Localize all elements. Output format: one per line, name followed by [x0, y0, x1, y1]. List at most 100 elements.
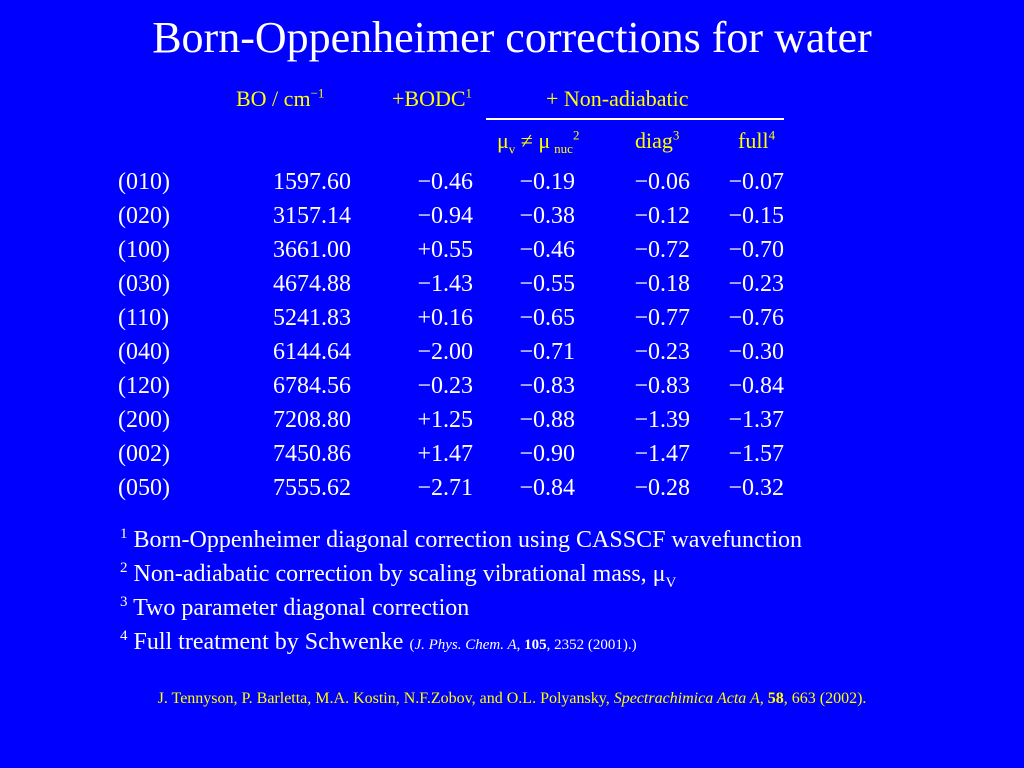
bodc-value: −0.23: [417, 373, 473, 399]
full-value: −1.37: [728, 407, 784, 433]
diag-value: −0.77: [634, 305, 690, 331]
bo-value: 5241.83: [273, 305, 351, 331]
mu-value: −0.19: [519, 169, 575, 195]
bo-value: 7208.80: [273, 407, 351, 433]
table-row: (020) 3157.14 −0.94 −0.38 −0.12 −0.15: [0, 199, 1024, 233]
diag-value: −0.12: [634, 203, 690, 229]
footnote-4-journal: J. Phys. Chem. A: [414, 637, 517, 653]
footnote-3: 3 Two parameter diagonal correction: [120, 595, 469, 622]
mu-value: −0.55: [519, 271, 575, 297]
table-row: (040) 6144.64 −2.00 −0.71 −0.23 −0.30: [0, 335, 1024, 369]
table-row: (110) 5241.83 +0.16 −0.65 −0.77 −0.76: [0, 301, 1024, 335]
table-row: (100) 3661.00 +0.55 −0.46 −0.72 −0.70: [0, 233, 1024, 267]
bodc-value: −1.43: [417, 271, 473, 297]
footnote-4-text: Full treatment by Schwenke: [127, 629, 410, 655]
citation-rest: , 663 (2002).: [783, 690, 867, 707]
mu-value: −0.90: [519, 441, 575, 467]
footnote-4-number: 4: [120, 628, 128, 644]
footnote-4-open: (: [409, 637, 415, 653]
table-row: (002) 7450.86 +1.47 −0.90 −1.47 −1.57: [0, 437, 1024, 471]
diag-value: −0.23: [634, 339, 690, 365]
diag-value: −0.83: [634, 373, 690, 399]
mu-value: −0.84: [519, 475, 575, 501]
diag-value: −1.39: [634, 407, 690, 433]
mu-value: −0.71: [519, 339, 575, 365]
mu-value: −0.38: [519, 203, 575, 229]
bodc-value: +1.25: [417, 407, 473, 433]
header-bodc: +BODC1: [392, 86, 472, 112]
footnote-4-volume: 105: [524, 637, 547, 653]
header-nonadiabatic: + Non-adiabatic: [546, 86, 689, 111]
full-value: −0.30: [728, 339, 784, 365]
footnote-1-text: Born-Oppenheimer diagonal correction usi…: [127, 527, 803, 553]
bodc-value: −0.94: [417, 203, 473, 229]
bodc-value: −2.00: [417, 339, 473, 365]
bo-value: 4674.88: [273, 271, 351, 297]
mu-value: −0.46: [519, 237, 575, 263]
mu-value: −0.88: [519, 407, 575, 433]
bodc-value: +1.47: [417, 441, 473, 467]
row-label: (040): [118, 339, 170, 365]
row-label: (050): [118, 475, 170, 501]
diag-value: −0.28: [634, 475, 690, 501]
citation-authors: J. Tennyson, P. Barletta, M.A. Kostin, N…: [157, 690, 614, 707]
header-bodc-sup: 1: [465, 85, 473, 101]
header-mu-neq: ≠ μ: [515, 128, 551, 153]
diag-value: −0.18: [634, 271, 690, 297]
header-mu-v-sub: v: [508, 141, 516, 157]
full-value: −0.76: [728, 305, 784, 331]
bodc-value: +0.16: [417, 305, 473, 331]
citation-journal: Spectrachimica Acta A,: [613, 690, 764, 707]
full-value: −0.32: [728, 475, 784, 501]
header-diag-sup: 3: [672, 127, 680, 143]
bo-value: 3157.14: [273, 203, 351, 229]
mu-value: −0.83: [519, 373, 575, 399]
header-bo-label: BO / cm: [236, 86, 311, 111]
table-row: (200) 7208.80 +1.25 −0.88 −1.39 −1.37: [0, 403, 1024, 437]
header-rule: [486, 118, 784, 120]
table-row: (030) 4674.88 −1.43 −0.55 −0.18 −0.23: [0, 267, 1024, 301]
footnote-4: 4 Full treatment by Schwenke (J. Phys. C…: [120, 629, 637, 656]
citation: J. Tennyson, P. Barletta, M.A. Kostin, N…: [0, 690, 1024, 708]
footnote-3-number: 3: [120, 594, 128, 610]
full-value: −0.70: [728, 237, 784, 263]
header-mu-nuc-sub: nuc: [554, 141, 573, 157]
full-value: −0.15: [728, 203, 784, 229]
table-row: (120) 6784.56 −0.23 −0.83 −0.83 −0.84: [0, 369, 1024, 403]
bodc-value: −0.46: [417, 169, 473, 195]
diag-value: −1.47: [634, 441, 690, 467]
footnote-2-text: Non-adiabatic correction by scaling vibr…: [127, 561, 653, 587]
header-full: full4: [738, 128, 775, 154]
header-bo: BO / cm−1: [236, 86, 324, 112]
table-row: (050) 7555.62 −2.71 −0.84 −0.28 −0.32: [0, 471, 1024, 505]
diag-value: −0.72: [634, 237, 690, 263]
footnote-4-comma: ,: [516, 637, 525, 653]
header-mu-v: μ: [497, 128, 509, 153]
row-label: (002): [118, 441, 170, 467]
row-label: (110): [118, 305, 170, 331]
header-diag-label: diag: [635, 128, 673, 153]
full-value: −1.57: [728, 441, 784, 467]
citation-volume: 58: [767, 690, 784, 707]
bodc-value: −2.71: [417, 475, 473, 501]
bo-value: 6144.64: [273, 339, 351, 365]
bo-value: 3661.00: [273, 237, 351, 263]
row-label: (020): [118, 203, 170, 229]
header-bodc-label: +BODC: [392, 86, 466, 111]
row-label: (120): [118, 373, 170, 399]
header-full-sup: 4: [768, 127, 776, 143]
footnote-4-rest: , 2352 (2001).): [546, 637, 637, 653]
footnote-1: 1 Born-Oppenheimer diagonal correction u…: [120, 527, 802, 554]
header-bo-sup: −1: [310, 85, 325, 101]
full-value: −0.07: [728, 169, 784, 195]
bo-value: 1597.60: [273, 169, 351, 195]
row-label: (030): [118, 271, 170, 297]
slide-title: Born-Oppenheimer corrections for water: [152, 13, 872, 62]
footnote-2-number: 2: [120, 560, 128, 576]
bo-value: 6784.56: [273, 373, 351, 399]
footnote-2: 2 Non-adiabatic correction by scaling vi…: [120, 561, 676, 592]
bo-value: 7555.62: [273, 475, 351, 501]
header-mu: μv ≠ μ nuc2: [497, 127, 580, 157]
header-mu-sup: 2: [572, 127, 580, 143]
footnote-2-sub: V: [665, 574, 677, 591]
